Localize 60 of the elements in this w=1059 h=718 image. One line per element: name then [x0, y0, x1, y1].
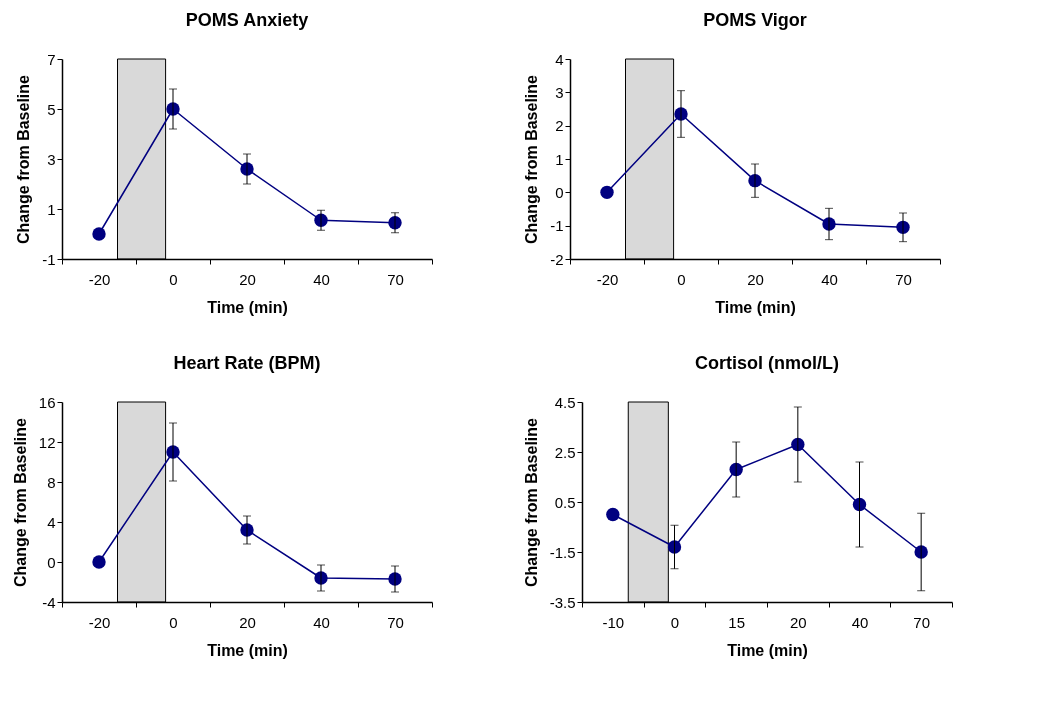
point	[600, 185, 614, 200]
x-tick-label: 40	[313, 613, 330, 631]
x-tick-label: 20	[747, 270, 764, 288]
y-tick-label: 8	[47, 473, 56, 491]
y-tick-label: 3	[47, 150, 56, 168]
x-tick-label: 70	[387, 270, 404, 288]
x-tick-label: -10	[602, 613, 625, 631]
y-tick-label: 7	[47, 50, 56, 68]
point	[92, 555, 106, 569]
point	[92, 227, 106, 241]
y-tick-label: 4.5	[554, 393, 576, 411]
y-tick-label: 1	[555, 150, 564, 168]
y-tick-label: 0	[555, 183, 564, 201]
y-tick-label: -1	[550, 217, 564, 235]
point	[606, 507, 620, 522]
y-tick-label: -3.5	[549, 593, 576, 611]
x-tick-label: 40	[313, 270, 330, 288]
y-tick-label: 1	[47, 200, 56, 218]
y-tick-label: 4	[47, 513, 56, 531]
x-axis-title: Time (min)	[207, 641, 288, 659]
y-axis-title: Change from Baseline	[11, 417, 29, 587]
x-tick-label: 40	[821, 270, 838, 288]
y-tick-label: 12	[38, 433, 56, 451]
y-tick-label: 16	[38, 393, 56, 411]
x-axis-title: Time (min)	[727, 641, 808, 659]
chart-title: POMS Vigor	[703, 10, 807, 30]
y-tick-label: -2	[550, 250, 564, 268]
x-tick-label: 20	[239, 270, 256, 288]
y-tick-label: -4	[42, 593, 56, 611]
chart-title: Cortisol (nmol/L)	[695, 353, 839, 373]
chart-title: Heart Rate (BPM)	[173, 353, 321, 373]
y-tick-label: 2.5	[554, 443, 576, 461]
x-tick-label: 0	[670, 613, 680, 631]
y-axis-title: Change from Baseline	[522, 417, 540, 587]
y-tick-label: 3	[555, 83, 564, 101]
x-axis-title: Time (min)	[207, 298, 288, 316]
y-tick-label: -1	[42, 250, 56, 268]
x-tick-label: 40	[851, 613, 869, 631]
x-tick-label: 70	[387, 613, 404, 631]
x-tick-label: 20	[789, 613, 807, 631]
x-tick-label: -20	[88, 270, 111, 288]
y-tick-label: 5	[47, 100, 56, 118]
y-tick-label: 4	[555, 50, 564, 68]
x-tick-label: -20	[88, 613, 111, 631]
y-tick-label: -1.5	[549, 543, 576, 561]
y-tick-label: 0.5	[554, 493, 576, 511]
x-axis-title: Time (min)	[715, 298, 796, 316]
y-tick-label: 2	[555, 117, 564, 135]
x-tick-label: 0	[677, 270, 686, 288]
x-tick-label: 0	[169, 613, 178, 631]
x-tick-label: -20	[596, 270, 619, 288]
x-tick-label: 70	[913, 613, 931, 631]
y-axis-title: Change from Baseline	[523, 74, 541, 244]
x-tick-label: 20	[239, 613, 256, 631]
x-tick-label: 15	[728, 613, 746, 631]
chart-title: POMS Anxiety	[185, 10, 309, 30]
y-tick-label: 0	[47, 553, 56, 571]
x-tick-label: 70	[895, 270, 912, 288]
y-axis-title: Change from Baseline	[15, 74, 33, 244]
x-tick-label: 0	[169, 270, 178, 288]
